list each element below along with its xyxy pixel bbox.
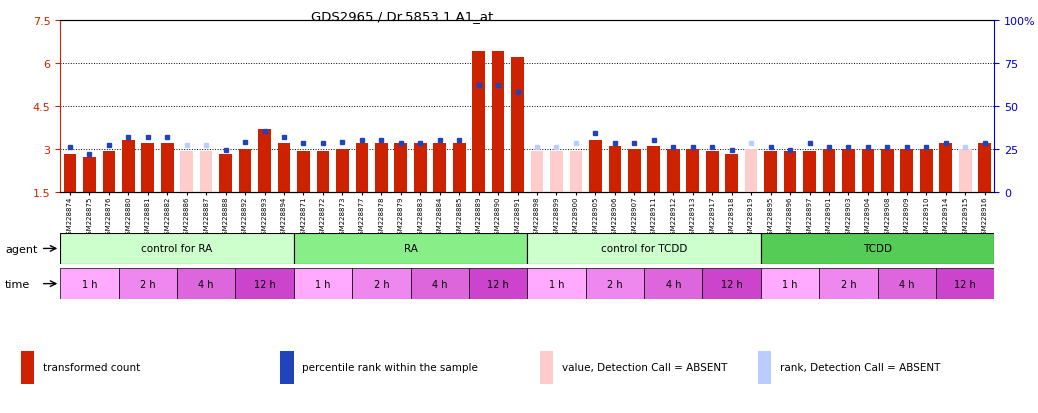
- Text: 2 h: 2 h: [140, 279, 156, 289]
- Bar: [979, 143, 991, 192]
- Text: 1 h: 1 h: [783, 279, 798, 289]
- Bar: [60, 268, 118, 299]
- Bar: [411, 268, 469, 299]
- Bar: [877, 268, 936, 299]
- Text: agent: agent: [5, 244, 37, 254]
- Bar: [527, 268, 585, 299]
- Bar: [469, 268, 527, 299]
- Bar: [297, 152, 309, 192]
- Bar: [939, 143, 952, 192]
- Bar: [530, 152, 543, 192]
- Bar: [784, 152, 796, 192]
- Text: 2 h: 2 h: [607, 279, 623, 289]
- Text: 4 h: 4 h: [198, 279, 214, 289]
- Text: transformed count: transformed count: [43, 363, 140, 373]
- Bar: [414, 143, 427, 192]
- Bar: [585, 268, 644, 299]
- Bar: [122, 140, 135, 192]
- Text: TCDD: TCDD: [864, 244, 892, 254]
- Bar: [550, 152, 563, 192]
- Bar: [819, 268, 877, 299]
- Bar: [608, 146, 621, 192]
- Bar: [352, 268, 411, 299]
- Text: 1 h: 1 h: [316, 279, 331, 289]
- Bar: [570, 152, 582, 192]
- Text: RA: RA: [404, 244, 417, 254]
- Bar: [200, 152, 213, 192]
- Bar: [118, 268, 176, 299]
- Bar: [920, 149, 932, 192]
- Bar: [959, 149, 972, 192]
- Bar: [141, 143, 154, 192]
- Bar: [667, 149, 680, 192]
- Bar: [540, 351, 553, 384]
- Bar: [60, 233, 294, 264]
- Bar: [761, 268, 819, 299]
- Text: percentile rank within the sample: percentile rank within the sample: [302, 363, 477, 373]
- Bar: [492, 52, 504, 192]
- Bar: [63, 155, 76, 192]
- Bar: [758, 351, 771, 384]
- Text: 2 h: 2 h: [374, 279, 389, 289]
- Bar: [356, 143, 368, 192]
- Text: value, Detection Call = ABSENT: value, Detection Call = ABSENT: [562, 363, 727, 373]
- Text: 1 h: 1 h: [82, 279, 98, 289]
- Bar: [21, 351, 34, 384]
- Bar: [803, 152, 816, 192]
- Bar: [258, 129, 271, 192]
- Text: 4 h: 4 h: [665, 279, 681, 289]
- Bar: [453, 143, 465, 192]
- Bar: [472, 52, 485, 192]
- Bar: [434, 143, 446, 192]
- Text: 4 h: 4 h: [899, 279, 914, 289]
- Text: 12 h: 12 h: [954, 279, 976, 289]
- Bar: [527, 233, 761, 264]
- Bar: [239, 149, 251, 192]
- Bar: [83, 158, 95, 192]
- Bar: [590, 140, 602, 192]
- Bar: [842, 149, 854, 192]
- Bar: [764, 152, 776, 192]
- Text: 4 h: 4 h: [432, 279, 447, 289]
- Text: rank, Detection Call = ABSENT: rank, Detection Call = ABSENT: [780, 363, 940, 373]
- Bar: [703, 268, 761, 299]
- Bar: [181, 152, 193, 192]
- Bar: [280, 351, 294, 384]
- Bar: [294, 233, 527, 264]
- Bar: [219, 155, 231, 192]
- Bar: [761, 233, 994, 264]
- Text: 2 h: 2 h: [841, 279, 856, 289]
- Text: 12 h: 12 h: [253, 279, 275, 289]
- Text: time: time: [5, 279, 30, 289]
- Bar: [176, 268, 236, 299]
- Bar: [236, 268, 294, 299]
- Text: GDS2965 / Dr.5853.1.A1_at: GDS2965 / Dr.5853.1.A1_at: [311, 10, 494, 23]
- Text: control for TCDD: control for TCDD: [601, 244, 687, 254]
- Bar: [745, 149, 758, 192]
- Bar: [881, 149, 894, 192]
- Bar: [103, 152, 115, 192]
- Bar: [901, 149, 913, 192]
- Bar: [726, 155, 738, 192]
- Bar: [278, 143, 291, 192]
- Bar: [317, 152, 329, 192]
- Text: 12 h: 12 h: [720, 279, 742, 289]
- Text: control for RA: control for RA: [141, 244, 213, 254]
- Bar: [336, 149, 349, 192]
- Bar: [706, 152, 718, 192]
- Bar: [394, 143, 407, 192]
- Bar: [161, 143, 173, 192]
- Text: 12 h: 12 h: [487, 279, 509, 289]
- Bar: [628, 149, 640, 192]
- Bar: [294, 268, 352, 299]
- Bar: [375, 143, 387, 192]
- Bar: [936, 268, 994, 299]
- Bar: [512, 58, 524, 192]
- Bar: [823, 149, 836, 192]
- Bar: [862, 149, 874, 192]
- Bar: [648, 146, 660, 192]
- Bar: [686, 149, 699, 192]
- Bar: [644, 268, 703, 299]
- Text: 1 h: 1 h: [549, 279, 565, 289]
